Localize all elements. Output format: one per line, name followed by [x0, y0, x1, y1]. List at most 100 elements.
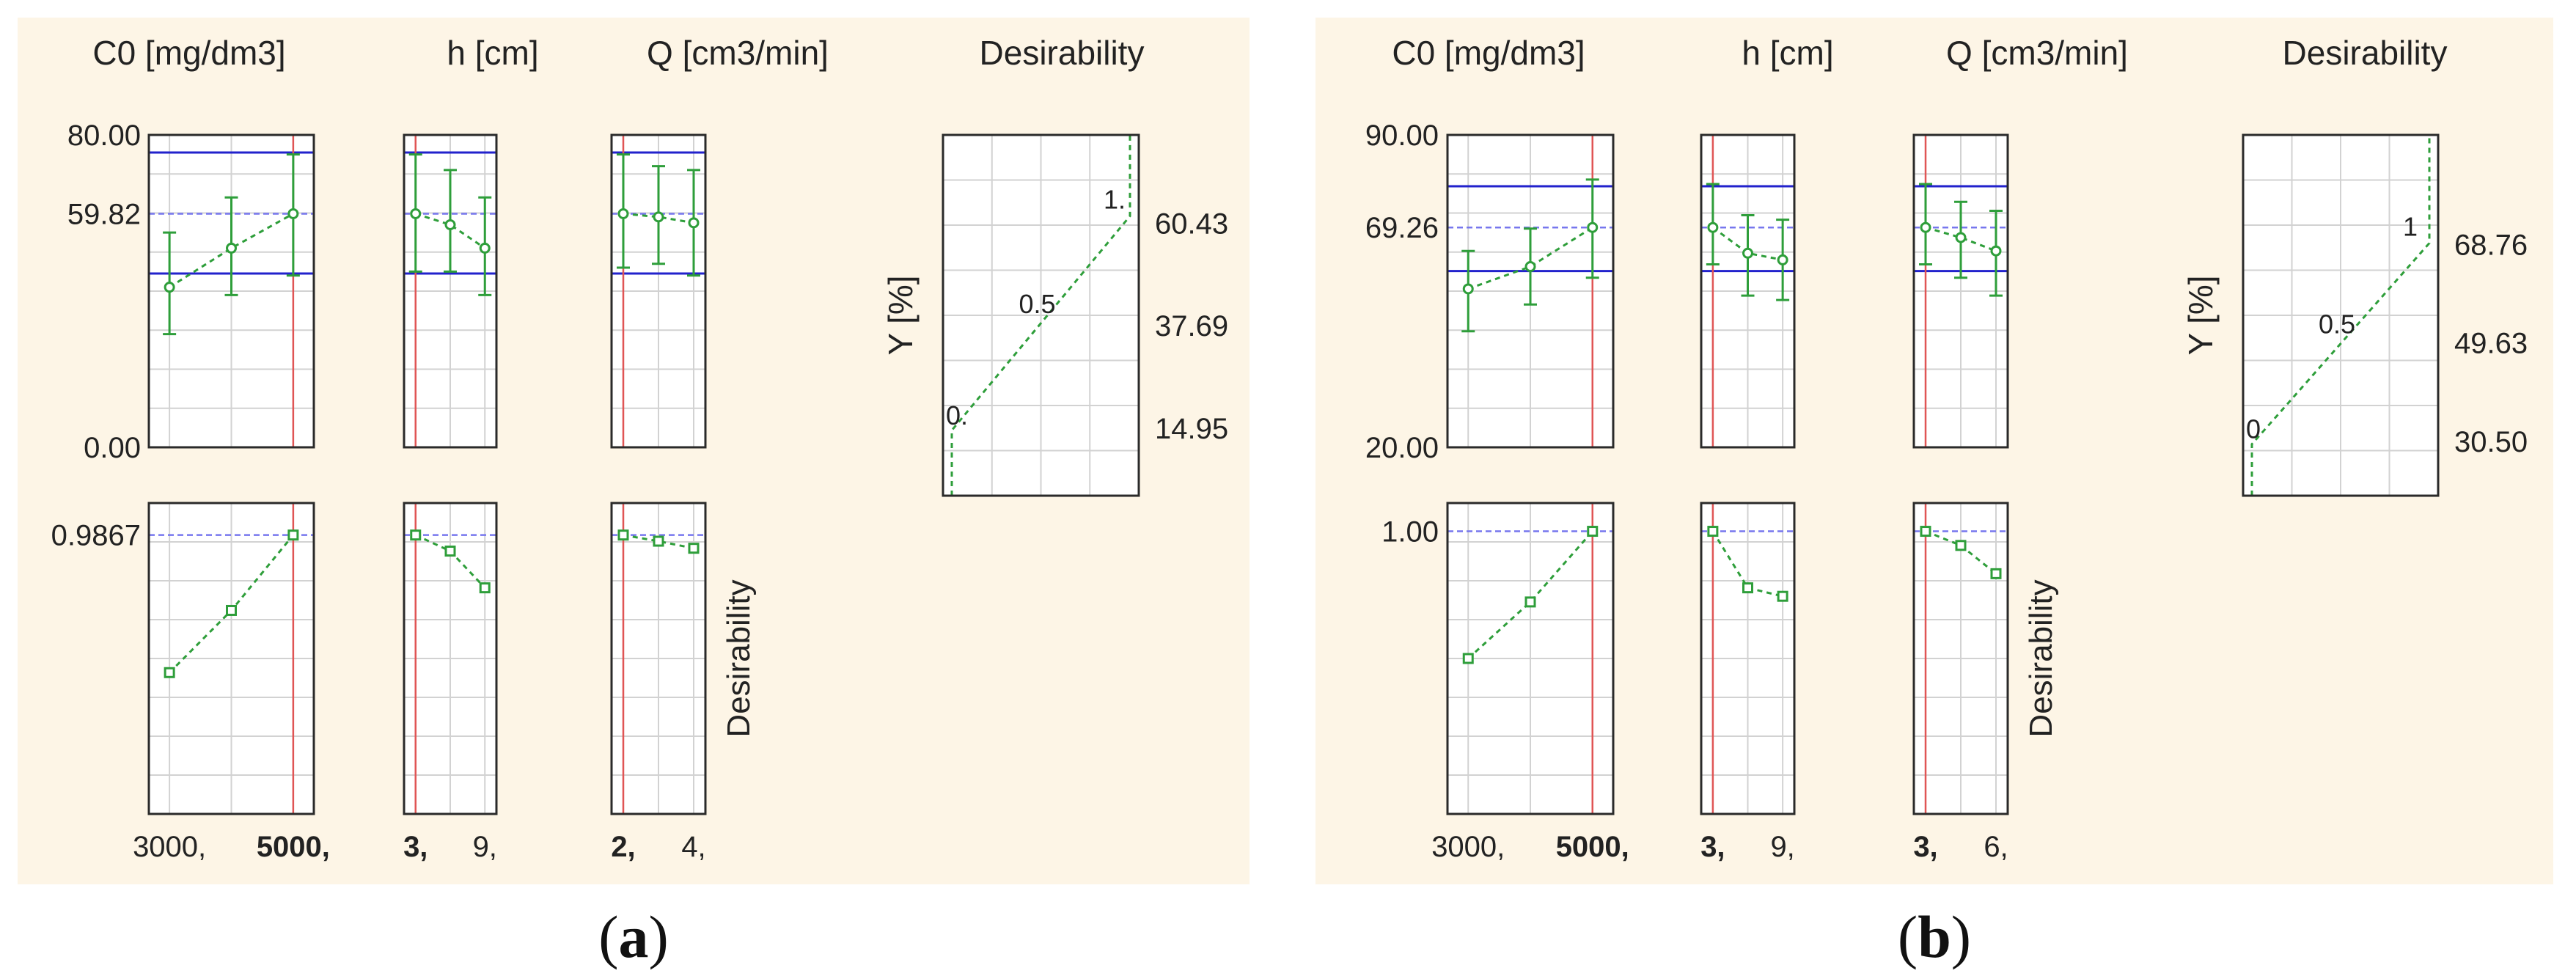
desirability-function-curve [950, 135, 1131, 496]
desirability-point [1990, 568, 2002, 579]
desirability-point [1587, 526, 1599, 537]
frame-top-q [610, 133, 707, 449]
response-trend-line [415, 213, 486, 249]
response-point [226, 242, 237, 254]
header-desirability: Desirability [980, 34, 1145, 72]
desirability-point [617, 529, 629, 541]
factor-q: 3, 6, [1912, 133, 2009, 863]
x-tick-label-h: 9, [1770, 831, 1794, 863]
frame-bottom-h [403, 502, 498, 815]
desirability-point [1920, 526, 1931, 537]
response-point [1742, 247, 1753, 259]
desirability-point [479, 582, 491, 594]
row-label-desirability: Desirability [721, 579, 757, 737]
desirability-point [1707, 526, 1719, 537]
y-axis-max-label: 90.00 [1365, 120, 1439, 152]
panel-a-caption: (a) [598, 903, 669, 970]
x-tick-label-h: 9, [473, 831, 497, 863]
desirability-trend-line [1711, 530, 1783, 598]
factor-h: 3, 9, [403, 133, 498, 863]
y-axis-min-label: 20.00 [1365, 432, 1439, 464]
x-tick-label-h: 3, [403, 831, 428, 863]
desirability-point [688, 543, 700, 554]
desfn-label-zero: 0. [946, 400, 968, 430]
panel-a-caption-letter: a [619, 903, 649, 970]
response-point [164, 282, 175, 293]
frame-bottom-c0 [1446, 502, 1615, 815]
frame-bottom-q [610, 502, 707, 815]
panel-b-caption: (b) [1898, 903, 1971, 970]
desirability-trend-line [623, 534, 694, 550]
x-tick-label-q: 4, [681, 831, 705, 863]
response-point [653, 211, 664, 223]
frame-top-c0 [147, 133, 315, 449]
y-axis-current-label: 59.82 [67, 198, 141, 230]
frame-top-q [1912, 133, 2009, 449]
desfn-label-one: 1. [1104, 185, 1126, 215]
desirability-function-plot: 0. 0.5 1. 60.43 37.69 14.95 Y [%] [881, 133, 1228, 497]
x-tick-label-c0: 5000, [257, 831, 330, 863]
response-point [410, 208, 422, 219]
frame-bottom-c0 [147, 502, 315, 815]
y-axis-max-label: 80.00 [67, 120, 141, 152]
desfn-ylabel: Y [%] [2181, 275, 2220, 355]
desirability-function-plot: 0 0.5 1 68.76 49.63 30.50 Y [%] [2181, 133, 2528, 497]
x-tick-label-c0: 5000, [1556, 831, 1629, 863]
frame-top-h [403, 133, 498, 449]
response-point [1955, 232, 1967, 243]
desfn-ylabel: Y [%] [881, 275, 920, 355]
desfn-tick-label: 68.76 [2454, 229, 2528, 261]
desfn-tick-label: 60.43 [1155, 208, 1228, 240]
header-c0: C0 [mg/dm3] [92, 34, 285, 72]
y-axis-min-label: 0.00 [84, 432, 141, 464]
header-c0: C0 [mg/dm3] [1392, 34, 1585, 72]
desirability-point [1462, 653, 1474, 664]
response-point [1777, 254, 1788, 265]
header-h: h [cm] [1742, 34, 1833, 72]
desfn-frame [942, 133, 1140, 497]
desfn-tick-label: 14.95 [1155, 413, 1228, 445]
frame-top-h [1700, 133, 1796, 449]
factor-h: 3, 9, [1700, 133, 1796, 863]
desfn-label-half: 0.5 [2319, 309, 2355, 340]
y-axis-current-label: 69.26 [1365, 212, 1439, 244]
desfn-tick-label: 37.69 [1155, 310, 1228, 342]
response-point [479, 242, 491, 254]
desirability-function-curve [2250, 135, 2431, 496]
frame-bottom-q [1912, 502, 2009, 815]
x-tick-label-q: 2, [611, 831, 635, 863]
x-tick-label-q: 6, [1984, 831, 2008, 863]
response-point [1920, 221, 1931, 233]
response-point [1462, 283, 1474, 295]
response-point [1587, 221, 1599, 233]
desfn-label-one: 1 [2403, 212, 2418, 242]
desfn-tick-label: 49.63 [2454, 328, 2528, 360]
desirability-point [1524, 596, 1536, 608]
desfn-label-half: 0.5 [1019, 289, 1056, 319]
factor-c0: 3000, 5000, [1431, 133, 1629, 863]
header-h: h [cm] [447, 34, 538, 72]
desfn-tick-label: 30.50 [2454, 426, 2528, 458]
row-label-desirability: Desirability [2023, 579, 2059, 737]
des-axis-current-label: 1.00 [1381, 516, 1439, 548]
response-point [1990, 245, 2002, 257]
response-point [287, 208, 299, 219]
desirability-point [444, 546, 456, 557]
desirability-trend-line [1467, 530, 1593, 660]
response-point [1707, 221, 1719, 233]
response-trend-line [1925, 226, 1997, 252]
x-tick-label-c0: 3000, [1431, 831, 1505, 863]
header-q: Q [cm3/min] [1946, 34, 2128, 72]
panel-b-content: C0 [mg/dm3] h [cm] Q [cm3/min] Desirability… [1365, 34, 2528, 863]
panel-a: C0 [mg/dm3] h [cm] Q [cm3/min] Desirability… [18, 18, 1250, 970]
response-trend-line [1467, 226, 1593, 290]
desirability-point [164, 667, 175, 678]
header-desirability: Desirability [2283, 34, 2448, 72]
x-tick-label-h: 3, [1700, 831, 1725, 863]
desirability-point [653, 535, 664, 547]
response-point [617, 208, 629, 219]
response-point [1524, 261, 1536, 273]
response-trend-line [623, 212, 694, 224]
response-trend-line [1711, 227, 1783, 261]
